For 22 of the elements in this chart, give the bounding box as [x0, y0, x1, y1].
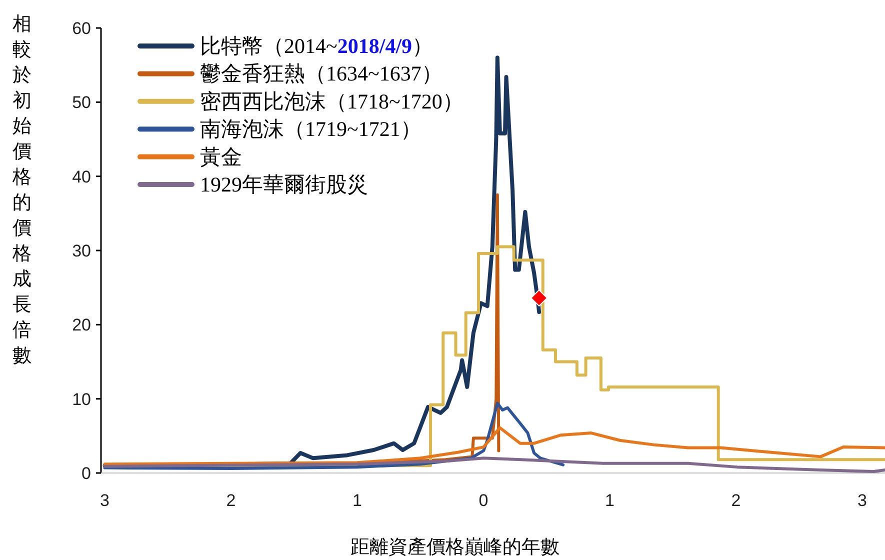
legend-label: 黃金	[200, 144, 242, 169]
y-tick-label: 50	[72, 93, 91, 112]
y-tick-label: 60	[72, 19, 91, 38]
x-tick-label: 3	[858, 491, 868, 510]
legend-label: 鬱金香狂熱（1634~1637）	[200, 62, 442, 86]
x-tick-label: 2	[731, 491, 741, 510]
legend-label: 比特幣（2014~2018/4/9）	[200, 34, 434, 58]
x-tick-label: 1	[352, 491, 362, 510]
x-tick-label: 2	[226, 491, 236, 510]
y-tick-label: 40	[72, 167, 91, 186]
text: 相較於初始價格的價格成長倍數	[12, 14, 32, 366]
x-tick-label: 0	[478, 491, 488, 510]
legend-label: 密西西比泡沫（1718~1720）	[200, 89, 464, 114]
y-tick-label: 20	[72, 316, 91, 335]
x-tick-label: 3	[100, 491, 110, 510]
legend-label: 1929年華爾街股災	[200, 172, 368, 196]
x-tick-label: 1	[605, 491, 615, 510]
legend-label: 南海泡沫（1719~1721）	[200, 117, 422, 142]
x-axis-title: 距離資產價格巔峰的年數	[350, 537, 560, 558]
y-tick-label: 0	[82, 464, 91, 483]
y-tick-label: 30	[72, 242, 91, 260]
y-tick-label: 10	[72, 390, 91, 409]
